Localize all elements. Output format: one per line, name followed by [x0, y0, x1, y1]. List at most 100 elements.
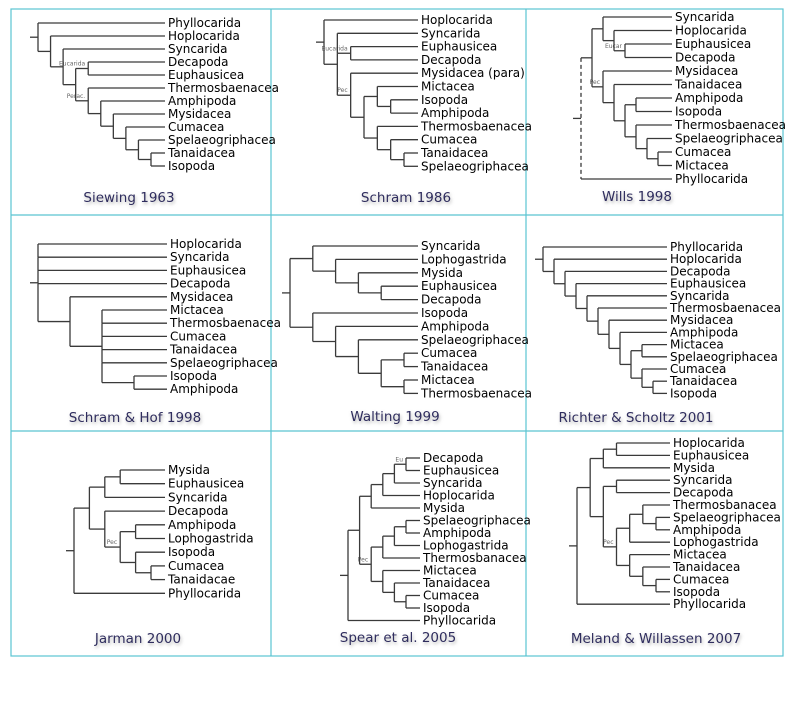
- taxon-label: Cumacea: [421, 346, 477, 360]
- caption-wills-1998: Wills 1998: [602, 189, 672, 205]
- taxon-label: Tanaidacae: [167, 573, 235, 587]
- taxon-label: Decapoda: [421, 53, 482, 67]
- taxon-label: Phyllocarida: [673, 597, 746, 611]
- taxon-label: Hoplocarida: [170, 237, 242, 251]
- taxon-label: Hoplocarida: [670, 252, 742, 266]
- taxon-label: Thermosbaenacea: [169, 316, 281, 330]
- taxon-label: Decapoda: [170, 277, 231, 291]
- taxon-label: Hoplocarida: [673, 436, 745, 450]
- taxon-label: Cumacea: [168, 559, 224, 573]
- taxon-label: Mysida: [423, 501, 465, 515]
- tree-panel: MysidaEuphausiceaSyncaridaDecapodaAmphip…: [66, 463, 254, 600]
- taxon-label: Mysida: [673, 461, 715, 475]
- tree-panel: SyncaridaHoplocaridaEuphausiceaDecapodaE…: [573, 10, 786, 186]
- taxon-label: Euphausicea: [675, 37, 751, 51]
- taxon-label: Decapoda: [168, 55, 229, 69]
- taxon-label: Syncarida: [421, 239, 481, 253]
- taxon-label: Isopoda: [168, 159, 215, 173]
- taxon-label: Amphipoda: [423, 526, 491, 540]
- taxon-label: Spelaeogriphacea: [423, 514, 531, 528]
- clade-label: Pec: [337, 87, 347, 94]
- taxon-label: Tanaidacea: [422, 576, 490, 590]
- taxon-label: Mysida: [421, 266, 463, 280]
- taxon-label: Lophogastrida: [421, 252, 507, 266]
- taxon-label: Tanaidacea: [420, 146, 488, 160]
- taxon-label: Isopoda: [675, 105, 722, 119]
- tree-panel: PhyllocaridaHoplocaridaDecapodaEuphausic…: [535, 240, 781, 400]
- taxon-label: Hoplocarida: [423, 489, 495, 503]
- taxon-label: Decapoda: [423, 451, 484, 465]
- clade-label: Eucarida: [321, 45, 348, 52]
- taxon-label: Isopoda: [170, 369, 217, 383]
- taxon-label: Euphausicea: [421, 40, 497, 54]
- taxon-label: Amphipoda: [168, 518, 236, 532]
- taxon-label: Euphausicea: [168, 68, 244, 82]
- taxon-label: Spelaeogriphacea: [421, 333, 529, 347]
- figure-frame: [10, 8, 784, 657]
- taxon-label: Cumacea: [423, 589, 479, 603]
- taxon-label: Amphipoda: [421, 319, 489, 333]
- taxon-label: Decapoda: [168, 504, 229, 518]
- caption-meland-willassen-2007: Meland & Willassen 2007: [570, 631, 742, 647]
- taxon-label: Tanaidacea: [169, 343, 237, 357]
- taxon-label: Lophogastrida: [673, 535, 759, 549]
- taxon-label: Amphipoda: [673, 523, 741, 537]
- taxon-label: Mysidacea: [670, 313, 733, 327]
- taxon-label: Amphipoda: [421, 106, 489, 120]
- taxon-label: Mysidacea (para): [421, 66, 525, 80]
- clade-label: Eu: [395, 456, 403, 463]
- taxon-label: Euphausicea: [670, 277, 746, 291]
- taxon-label: Phyllocarida: [168, 586, 241, 600]
- taxon-label: Mictacea: [670, 338, 724, 352]
- taxon-label: Spelaeogriphacea: [170, 356, 278, 370]
- caption-schram-1986: Schram 1986: [360, 190, 452, 206]
- taxon-label: Euphausicea: [170, 263, 246, 277]
- taxon-label: Thermosbaenacea: [420, 119, 532, 133]
- taxon-label: Decapoda: [675, 51, 736, 65]
- taxon-label: Spelaeogriphacea: [670, 350, 778, 364]
- caption-jarman-2000: Jarman 2000: [94, 631, 182, 647]
- taxon-label: Isopoda: [168, 545, 215, 559]
- taxon-label: Euphausicea: [423, 464, 499, 478]
- caption-schram-hof-1998: Schram & Hof 1998: [68, 410, 202, 426]
- taxon-label: Tanaidacea: [167, 146, 235, 160]
- taxon-label: Isopoda: [421, 306, 468, 320]
- taxon-label: Lophogastrida: [168, 532, 254, 546]
- taxon-label: Syncarida: [421, 26, 481, 40]
- taxon-label: Decapoda: [421, 293, 482, 307]
- taxon-label: Cumacea: [675, 145, 731, 159]
- taxon-label: Spelaeogriphacea: [675, 132, 783, 146]
- taxon-label: Mictacea: [675, 159, 729, 173]
- taxon-label: Syncarida: [670, 289, 730, 303]
- taxon-label: Decapoda: [670, 264, 731, 278]
- taxon-label: Spelaeogriphacea: [168, 133, 276, 147]
- taxon-label: Euphausicea: [673, 448, 749, 462]
- taxon-label: Amphipoda: [170, 382, 238, 396]
- tree-panel: HoplocaridaEuphausiceaMysidaSyncaridaDec…: [569, 436, 781, 611]
- taxon-label: Thermosbaenacea: [420, 386, 532, 400]
- taxon-label: Lophogastrida: [423, 539, 509, 553]
- clade-label: Eucarida: [59, 61, 86, 68]
- taxon-label: Syncarida: [673, 473, 733, 487]
- taxon-label: Hoplocarida: [421, 13, 493, 27]
- taxon-label: Cumacea: [421, 133, 477, 147]
- taxon-label: Syncarida: [170, 250, 230, 264]
- caption-richter-scholtz-2001: Richter & Scholtz 2001: [558, 410, 714, 426]
- taxon-label: Syncarida: [675, 10, 735, 24]
- caption-siewing-1963: Siewing 1963: [83, 190, 175, 206]
- clade-label: Pec: [590, 79, 600, 86]
- taxon-label: Cumacea: [170, 329, 226, 343]
- taxon-label: Mictacea: [421, 80, 475, 94]
- tree-panel: SyncaridaLophogastridaMysidaEuphausiceaD…: [282, 239, 532, 400]
- taxon-label: Mictacea: [170, 303, 224, 317]
- taxon-label: Isopoda: [423, 601, 470, 615]
- clade-label: Pec: [358, 556, 368, 563]
- taxon-label: Spelaeogriphacea: [421, 159, 529, 173]
- taxon-label: Amphipoda: [168, 94, 236, 108]
- taxon-label: Phyllocarida: [168, 16, 241, 30]
- taxon-label: Syncarida: [423, 476, 483, 490]
- taxon-label: Mictacea: [423, 564, 477, 578]
